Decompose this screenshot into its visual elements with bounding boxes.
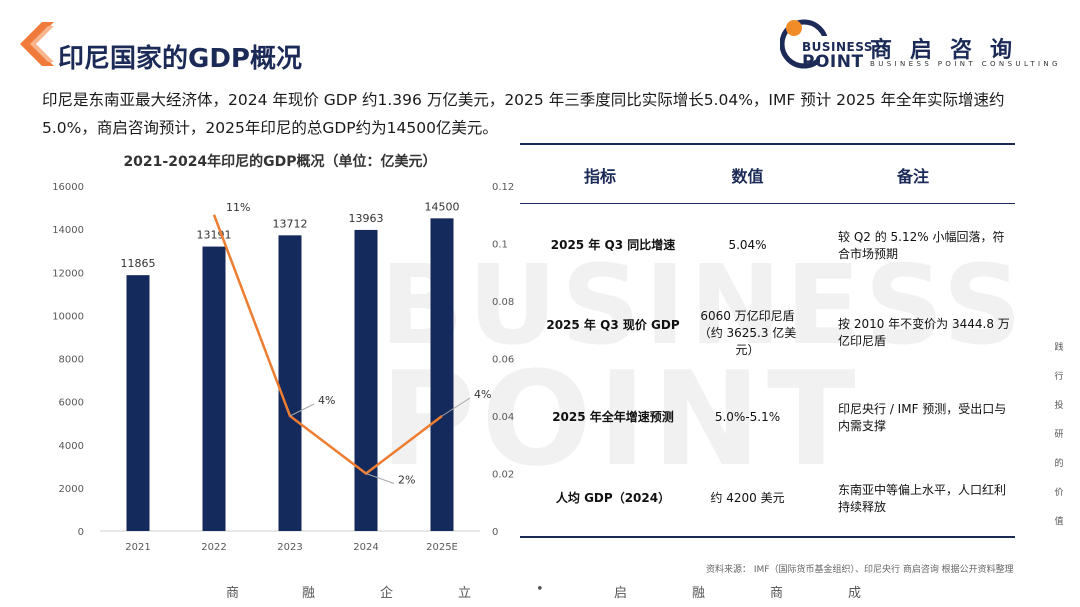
source-note: 资料来源： IMF（国际货币基金组织）、印尼央行 商启咨询 根据公开资料整理 — [706, 565, 1014, 575]
table-row-2-note: 按 2010 年不变价为 3444.8 万亿印尼盾 — [838, 317, 1010, 348]
side-char: 行 — [1054, 372, 1064, 382]
chart-title: 2021-2024年印尼的GDP概况（单位：亿美元） — [123, 153, 436, 170]
y-tick-label: 6000 — [59, 398, 84, 409]
watermark-line2: POINT — [380, 343, 862, 495]
slogan-char: 融 — [302, 586, 316, 601]
gdp-bar — [278, 235, 302, 531]
slogan-char: 企 — [380, 586, 394, 601]
bar-value-label: 13191 — [197, 229, 232, 242]
table-header-indicator: 指标 — [583, 167, 616, 186]
growth-rate-label: 4% — [318, 394, 335, 407]
y2-tick-label: 0.06 — [492, 355, 514, 366]
table-row-1-note: 较 Q2 的 5.12% 小幅回落，符合市场预期 — [838, 230, 1005, 261]
side-vertical-text: 践 行 投 研 的 价 值 — [1052, 340, 1066, 543]
data-label-leader-line — [441, 397, 471, 417]
side-char: 值 — [1054, 517, 1064, 527]
data-label-leader-line — [289, 403, 315, 417]
growth-rate-label: 2% — [398, 474, 415, 487]
table-header-note: 备注 — [896, 167, 929, 186]
page-title: 印尼国家的GDP概况 — [58, 44, 302, 74]
table-row-3-note: 印尼央行 / IMF 预测，受出口与内需支撑 — [838, 402, 1007, 433]
y-tick-label: 16000 — [52, 182, 84, 193]
slogan-separator: • — [536, 582, 544, 597]
y-tick-label: 4000 — [59, 441, 84, 452]
bar-value-label: 14500 — [425, 200, 460, 213]
slogan-char: 商 — [226, 586, 240, 601]
table-row-4-note: 东南亚中等偏上水平，人口红利持续释放 — [838, 483, 1007, 514]
gdp-chart: 2021-2024年印尼的GDP概况（单位：亿美元） 0 2000 4000 6000… — [52, 153, 514, 553]
y-tick-label: 14000 — [52, 225, 84, 236]
logo-brand-line1: BUSINESS — [802, 40, 873, 54]
y-tick-label: 2000 — [59, 484, 84, 495]
slogan-char: 成 — [848, 586, 862, 601]
growth-rate-label: 4% — [474, 388, 491, 401]
table-bottom-rule — [520, 536, 1015, 538]
table-header-value: 数值 — [731, 167, 764, 186]
table-row-3-value: 5.0%-5.1% — [714, 410, 781, 424]
slogan-char: 立 — [458, 586, 472, 601]
gdp-bar — [354, 229, 378, 531]
table-row-4-value: 约 4200 美元 — [710, 491, 785, 505]
bar-value-label: 13963 — [349, 212, 384, 225]
y2-tick-label: 0.04 — [492, 412, 514, 423]
side-char: 价 — [1054, 488, 1064, 498]
table-row-2-indicator: 2025 年 Q3 现价 GDP — [546, 318, 680, 332]
x-tick-label: 2024 — [353, 542, 378, 553]
table-row-1-value: 5.04% — [728, 238, 767, 252]
x-tick-label: 2025E — [426, 542, 458, 553]
slogan-char: 融 — [692, 586, 706, 601]
side-char: 践 — [1054, 343, 1064, 353]
company-logo: BUSINESS POINT 商启咨询 BUSINESS POINT CONSU… — [780, 18, 1065, 72]
table-top-rule — [520, 143, 1015, 145]
y2-tick-label: 0.02 — [492, 470, 514, 481]
y-tick-label: 0 — [78, 527, 84, 538]
y2-tick-label: 0 — [492, 527, 498, 538]
corner-chevron-icon — [20, 22, 54, 66]
data-label-leader-line — [365, 473, 395, 484]
background-watermark: BUSINESS POINT — [380, 250, 1026, 484]
y-tick-label: 10000 — [52, 311, 84, 322]
slogan-char: 商 — [770, 586, 784, 601]
side-char: 研 — [1054, 430, 1064, 440]
growth-rate-line — [212, 214, 443, 476]
y2-tick-label: 0.12 — [492, 182, 514, 193]
table-row-3-indicator: 2025 年全年增速预测 — [552, 410, 674, 424]
logo-name-cn: 商启咨询 — [870, 38, 1031, 63]
side-char: 投 — [1054, 401, 1064, 411]
x-tick-label: 2023 — [277, 542, 302, 553]
slogan-char: 启 — [614, 586, 628, 601]
gdp-bar — [126, 275, 150, 531]
logo-brand-line2: POINT — [802, 52, 864, 72]
x-tick-label: 2021 — [125, 542, 150, 553]
table-row-2-value: 6060 万亿印尼盾（约 3625.3 亿美元） — [698, 309, 797, 357]
gdp-bar — [430, 218, 454, 531]
growth-rate-label: 11% — [226, 201, 250, 214]
bar-value-label: 13712 — [273, 217, 308, 230]
bar-value-label: 11865 — [121, 257, 156, 270]
y-tick-label: 12000 — [52, 268, 84, 279]
table-row-1-indicator: 2025 年 Q3 同比增速 — [550, 238, 676, 252]
gdp-bar — [202, 246, 226, 531]
logo-name-en: BUSINESS POINT CONSULTING — [870, 60, 1061, 68]
table-row-4-indicator: 人均 GDP（2024） — [555, 491, 671, 505]
intro-paragraph: 印尼是东南亚最大经济体，2024 年现价 GDP 约1.396 万亿美元，202… — [42, 91, 1005, 137]
logo-mark-icon — [780, 19, 840, 69]
table-header-rule — [520, 203, 1015, 204]
watermark-line1: BUSINESS — [380, 241, 1027, 369]
y-tick-label: 8000 — [59, 355, 84, 366]
y2-tick-label: 0.1 — [492, 240, 508, 251]
side-char: 的 — [1054, 459, 1064, 469]
y2-tick-label: 0.08 — [492, 297, 514, 308]
x-tick-label: 2022 — [201, 542, 226, 553]
